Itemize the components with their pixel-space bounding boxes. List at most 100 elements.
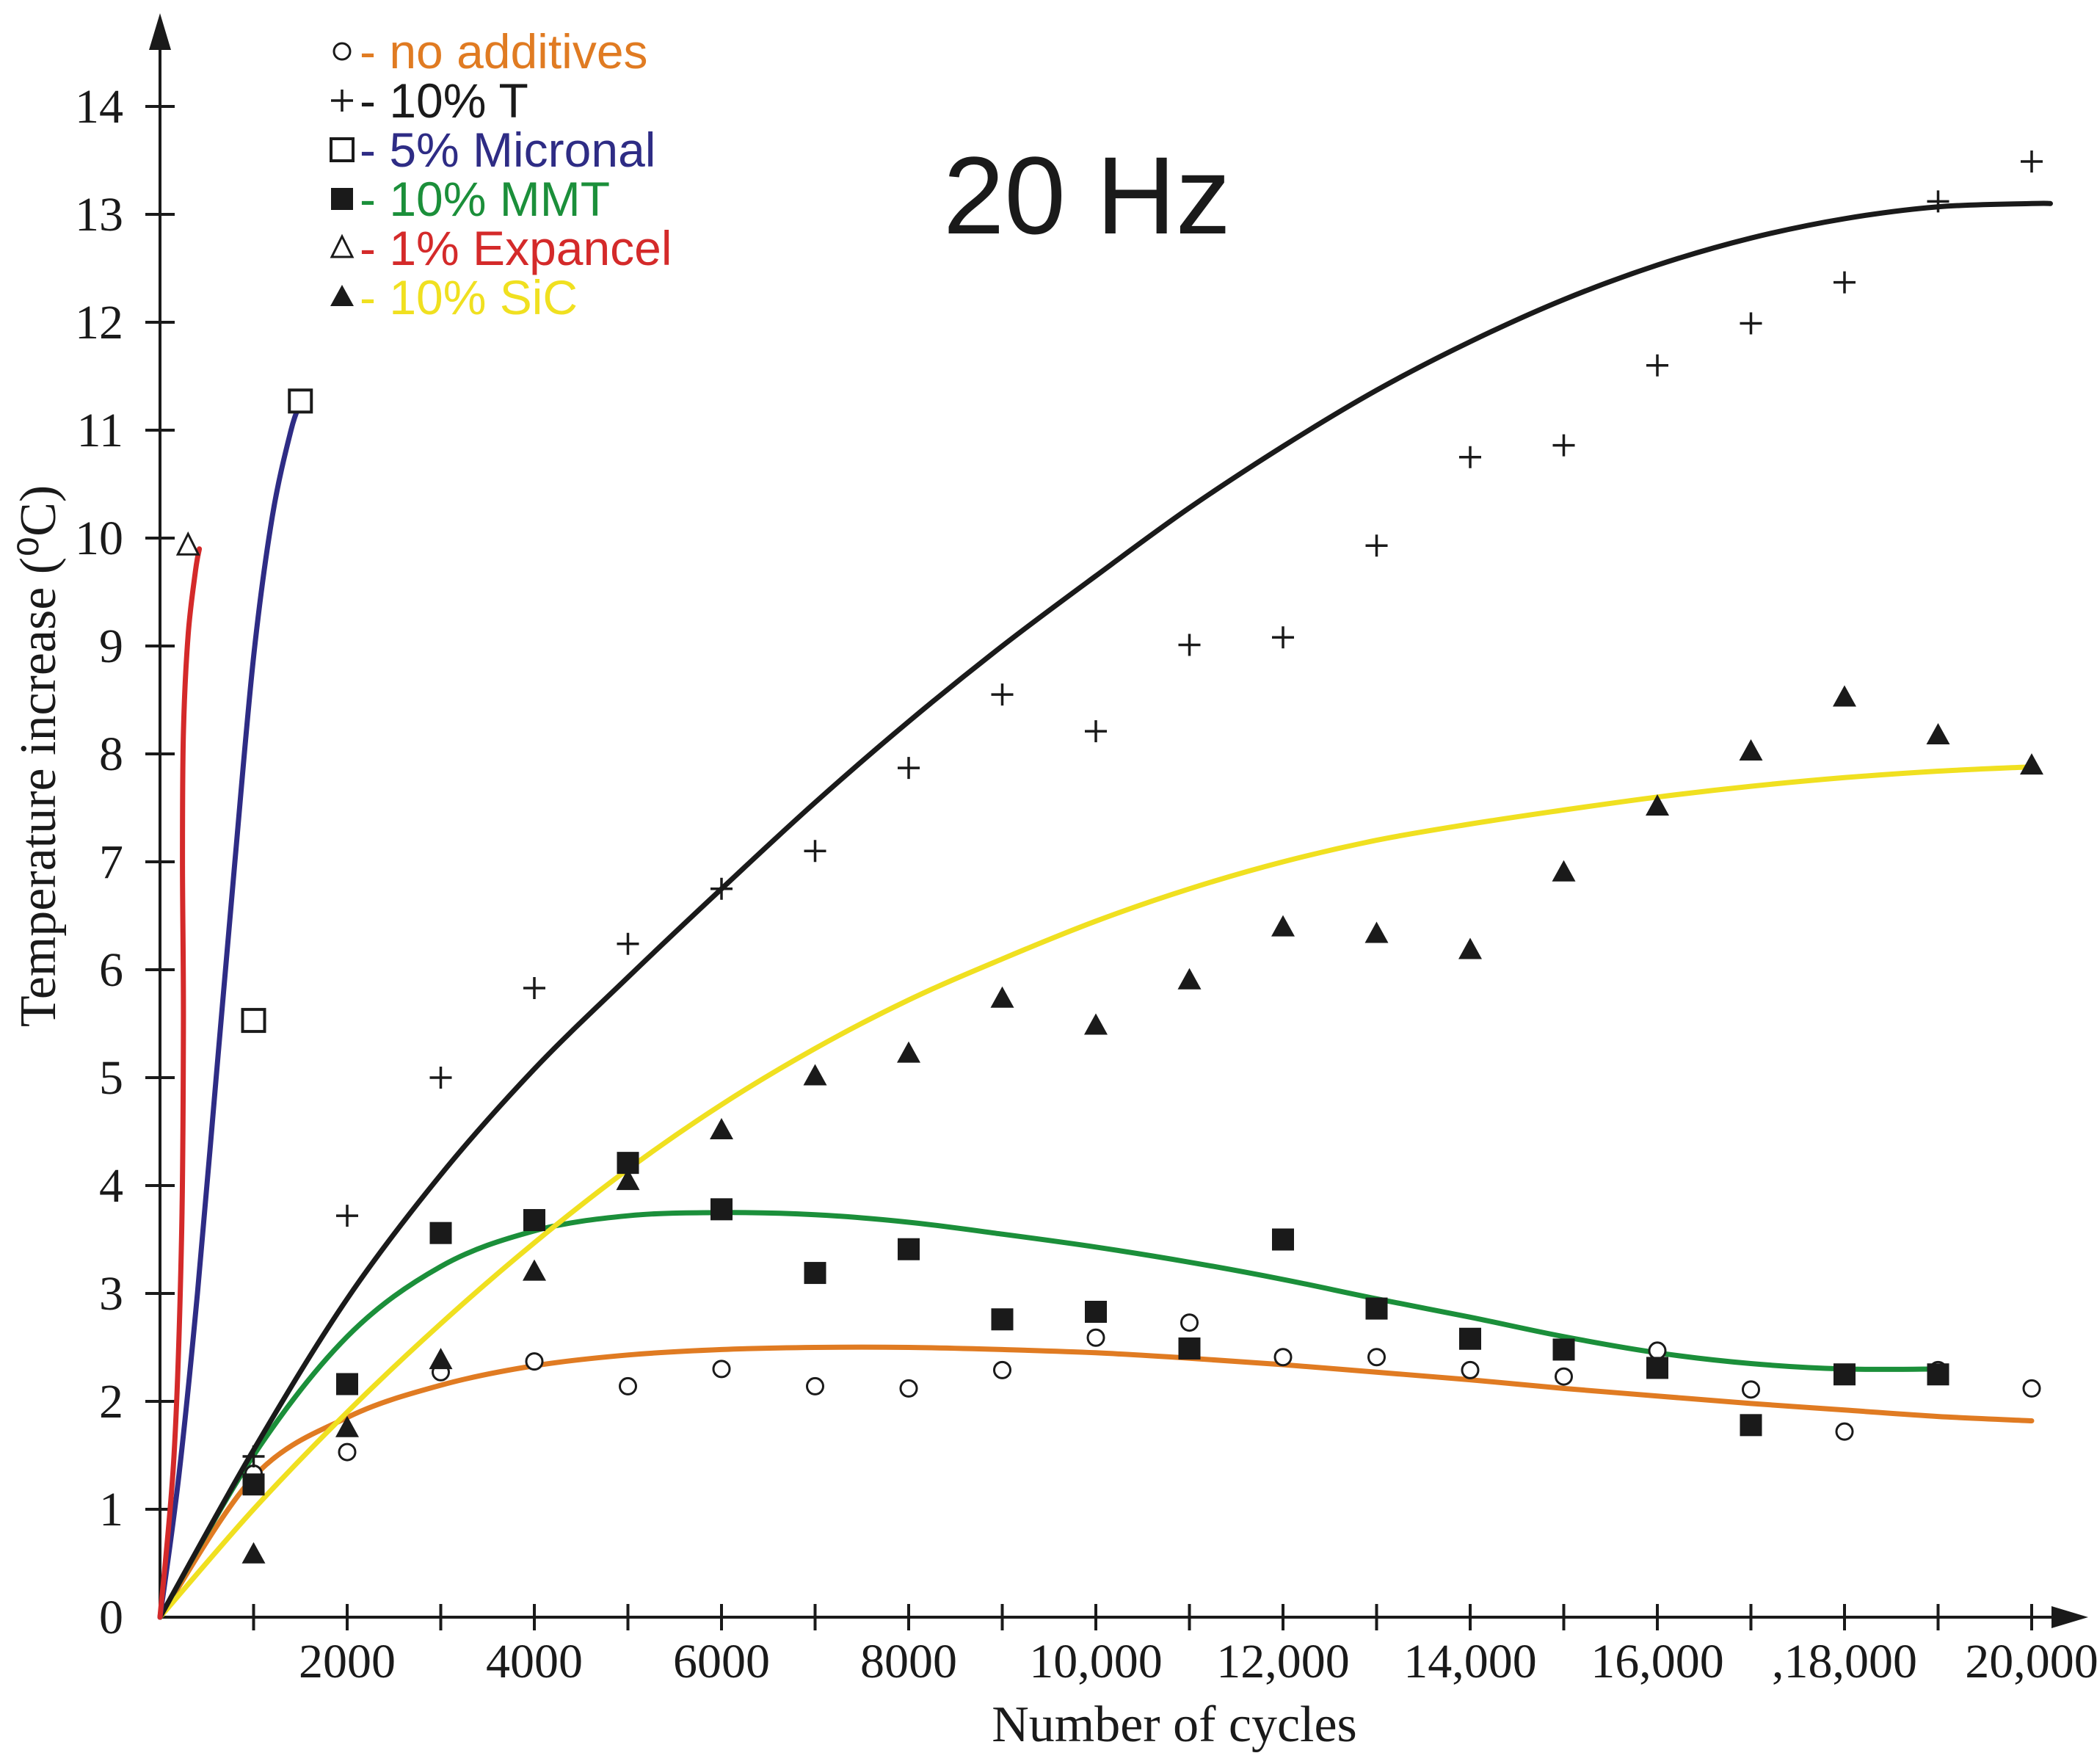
fit-curve-no-additives <box>157 1344 2035 1620</box>
point-10-sic <box>335 1415 359 1437</box>
x-tick-label: 8000 <box>860 1635 957 1688</box>
x-tick-label: 14,000 <box>1403 1635 1537 1688</box>
data-points <box>175 150 2043 1564</box>
point-no-additives <box>993 1360 1011 1379</box>
point-no-additives <box>1086 1328 1105 1347</box>
point-10-t <box>523 976 545 999</box>
point-10-sic <box>429 1348 453 1370</box>
point-10-sic <box>1271 915 1295 937</box>
legend-label-1-expancel: - 1% Expancel <box>360 221 672 275</box>
chart-title: 20 Hz <box>943 134 1231 257</box>
y-tick-label: 8 <box>99 727 123 781</box>
legend-label-10-t: - 10% T <box>360 73 528 128</box>
point-10-mmt <box>1552 1338 1575 1361</box>
point-no-additives <box>1180 1313 1199 1332</box>
y-tick-label: 1 <box>99 1483 123 1536</box>
point-no-additives <box>1367 1348 1386 1367</box>
point-no-additives <box>338 1442 357 1462</box>
fit-curve-1-expancel <box>157 546 203 1620</box>
point-10-sic <box>710 1118 733 1140</box>
point-10-mmt <box>523 1209 545 1232</box>
y-axis-title: Temperature increase (⁰C) <box>10 485 67 1027</box>
point-10-mmt <box>429 1222 452 1244</box>
point-10-mmt <box>898 1238 920 1260</box>
point-10-mmt <box>710 1198 733 1221</box>
point-10-mmt <box>991 1308 1014 1331</box>
legend-label-no-additives: - no additives <box>360 24 648 79</box>
x-axis-title: Number of cycles <box>992 1696 1357 1753</box>
x-tick-label: 12,000 <box>1216 1635 1350 1688</box>
y-tick-label: 0 <box>99 1591 123 1644</box>
point-10-t <box>429 1067 452 1089</box>
x-tick-label: 10,000 <box>1029 1635 1163 1688</box>
y-tick-label: 13 <box>75 188 123 242</box>
x-tick-label: 20,000 <box>1965 1635 2097 1688</box>
point-10-sic <box>523 1259 546 1281</box>
point-no-additives <box>1273 1348 1293 1367</box>
point-10-sic <box>990 986 1014 1008</box>
point-no-additives <box>1461 1360 1480 1379</box>
legend-label-10-sic: - 10% SiC <box>360 270 578 324</box>
point-10-t <box>1927 190 1949 213</box>
point-10-sic <box>1646 794 1669 816</box>
legend-marker-no-additives <box>332 42 352 61</box>
axes: 2000 4000 6000 8000 10,000 12,000 14,000 16,000… <box>75 13 2097 1688</box>
point-10-t <box>991 683 1014 706</box>
point-10-t <box>1552 434 1575 457</box>
x-ticks: 2000 4000 6000 8000 10,000 12,000 14,000 16,000… <box>252 1604 2097 1688</box>
point-no-additives <box>712 1360 731 1379</box>
point-no-additives <box>619 1376 637 1395</box>
y-tick-label: 2 <box>99 1375 123 1429</box>
point-no-additives <box>806 1376 824 1395</box>
legend-label-5-micronal: - 5% Micronal <box>360 123 655 177</box>
point-1-expancel <box>175 531 200 556</box>
point-10-t <box>804 840 826 863</box>
point-5-micronal <box>241 1008 266 1034</box>
point-10-mmt <box>1646 1357 1668 1379</box>
y-tick-label: 4 <box>99 1159 123 1213</box>
point-10-t <box>617 932 639 955</box>
point-10-mmt <box>1365 1297 1388 1320</box>
x-tick-label: 2000 <box>299 1635 396 1688</box>
x-axis-arrow <box>2051 1606 2088 1628</box>
point-5-micronal <box>288 388 313 414</box>
point-10-sic <box>1833 685 1856 707</box>
point-10-t <box>898 757 920 780</box>
point-10-mmt <box>1178 1337 1201 1360</box>
point-10-sic <box>616 1169 640 1191</box>
y-tick-label: 5 <box>99 1051 123 1105</box>
point-10-sic <box>241 1542 266 1564</box>
legend-marker-10-sic <box>330 285 354 306</box>
y-tick-label: 6 <box>99 943 123 997</box>
point-10-t <box>710 877 733 900</box>
point-10-t <box>1833 271 1856 294</box>
x-tick-label: ,18,000 <box>1772 1635 1917 1688</box>
point-10-sic <box>1364 921 1389 943</box>
legend-marker-10-t <box>331 90 353 112</box>
legend-marker-5-micronal <box>330 137 355 162</box>
point-10-mmt <box>1740 1414 1762 1437</box>
point-10-sic <box>1084 1013 1108 1035</box>
point-10-t <box>1740 312 1762 335</box>
y-tick-label: 11 <box>76 404 123 457</box>
point-10-mmt <box>1272 1228 1294 1251</box>
point-10-sic <box>1177 968 1202 990</box>
point-10-mmt <box>1459 1327 1481 1350</box>
legend-marker-10-mmt <box>331 188 353 210</box>
y-tick-label: 9 <box>99 620 123 673</box>
point-no-additives <box>1648 1341 1667 1360</box>
legend-label-10-mmt: - 10% MMT <box>360 172 610 226</box>
point-10-mmt <box>336 1373 358 1395</box>
point-10-t <box>1365 534 1388 557</box>
x-tick-label: 4000 <box>486 1635 583 1688</box>
point-10-mmt <box>804 1262 826 1285</box>
point-10-mmt <box>1085 1300 1107 1323</box>
point-10-t <box>1178 634 1201 656</box>
point-10-sic <box>1458 937 1482 959</box>
point-10-sic <box>803 1064 827 1086</box>
point-10-sic <box>897 1041 920 1063</box>
y-tick-label: 7 <box>99 835 123 889</box>
y-tick-label: 3 <box>99 1267 123 1321</box>
